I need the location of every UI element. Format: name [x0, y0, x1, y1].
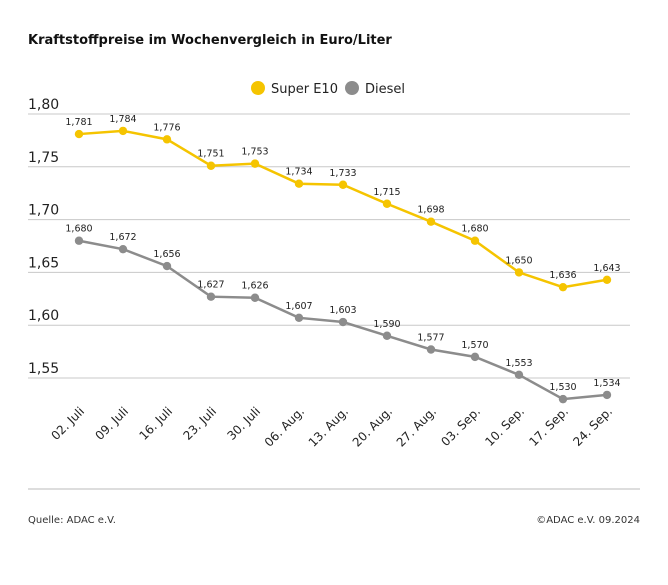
x-tick-label: 09. Juli — [92, 404, 131, 443]
x-tick-label: 03. Sep. — [438, 404, 483, 449]
x-tick-label: 24. Sep. — [570, 404, 615, 449]
data-point — [338, 317, 348, 327]
data-point — [338, 180, 348, 189]
data-label: 1,715 — [373, 187, 400, 198]
data-point — [162, 261, 172, 271]
data-label: 1,607 — [285, 301, 312, 312]
data-label: 1,603 — [329, 305, 356, 316]
data-point — [558, 394, 568, 404]
data-point — [602, 275, 612, 284]
data-label: 1,776 — [153, 122, 180, 133]
data-label: 1,590 — [373, 319, 400, 330]
legend-label: Super E10 — [271, 82, 338, 97]
legend-label: Diesel — [365, 82, 405, 97]
data-label: 1,627 — [197, 280, 224, 291]
data-label: 1,781 — [65, 117, 92, 128]
y-tick-label: 1,65 — [28, 255, 59, 271]
x-tick-label: 30. Juli — [224, 404, 263, 443]
y-tick-label: 1,80 — [28, 97, 59, 113]
data-point — [206, 292, 216, 301]
data-point — [426, 345, 436, 354]
data-label: 1,570 — [461, 340, 488, 351]
data-point — [382, 199, 392, 208]
data-point — [470, 236, 480, 245]
data-label: 1,733 — [329, 168, 356, 179]
data-point — [470, 352, 480, 362]
data-label: 1,553 — [505, 358, 532, 369]
data-point — [118, 126, 128, 136]
data-label: 1,734 — [285, 167, 312, 178]
data-label: 1,643 — [593, 263, 620, 274]
y-tick-label: 1,55 — [28, 361, 59, 377]
copyright-note: ©ADAC e.V. 09.2024 — [536, 515, 640, 526]
legend-marker-0 — [251, 81, 265, 95]
data-point — [250, 293, 260, 302]
data-label: 1,656 — [153, 249, 180, 260]
y-tick-label: 1,75 — [28, 150, 59, 166]
data-point — [118, 244, 128, 254]
data-label: 1,680 — [461, 224, 488, 235]
y-tick-label: 1,60 — [28, 308, 59, 324]
data-point — [294, 179, 304, 188]
x-tick-label: 13. Aug. — [306, 404, 351, 449]
data-point — [602, 390, 612, 400]
chart-title: Kraftstoffpreise im Wochenvergleich in E… — [28, 33, 392, 48]
data-label: 1,784 — [109, 114, 136, 125]
x-tick-label: 27. Aug. — [394, 404, 439, 449]
data-point — [206, 161, 216, 170]
data-point — [514, 268, 524, 277]
data-point — [74, 129, 84, 139]
x-tick-label: 16. Juli — [136, 404, 175, 443]
data-point — [74, 236, 84, 245]
data-point — [382, 331, 392, 340]
data-point — [250, 159, 260, 168]
data-point — [558, 282, 568, 292]
data-label: 1,530 — [549, 382, 576, 393]
source-note: Quelle: ADAC e.V. — [28, 515, 116, 526]
data-label: 1,698 — [417, 205, 444, 216]
data-point — [514, 370, 524, 380]
data-label: 1,753 — [241, 147, 268, 158]
data-label: 1,577 — [417, 332, 444, 343]
data-point — [294, 313, 304, 323]
data-point — [162, 135, 172, 144]
data-label: 1,680 — [65, 224, 92, 235]
legend-marker-1 — [345, 81, 359, 95]
data-label: 1,626 — [241, 281, 268, 292]
x-tick-label: 02. Juli — [48, 404, 87, 443]
x-tick-label: 17. Sep. — [526, 404, 571, 449]
data-label: 1,672 — [109, 232, 136, 243]
data-label: 1,534 — [593, 378, 620, 389]
y-tick-label: 1,70 — [28, 203, 59, 219]
x-tick-label: 20. Aug. — [350, 404, 395, 449]
data-label: 1,650 — [505, 255, 532, 266]
x-tick-label: 06. Aug. — [262, 404, 307, 449]
data-label: 1,751 — [197, 149, 224, 160]
data-label: 1,636 — [549, 270, 576, 281]
x-tick-label: 10. Sep. — [482, 404, 527, 449]
data-point — [426, 217, 436, 226]
x-tick-label: 23. Juli — [180, 404, 219, 443]
